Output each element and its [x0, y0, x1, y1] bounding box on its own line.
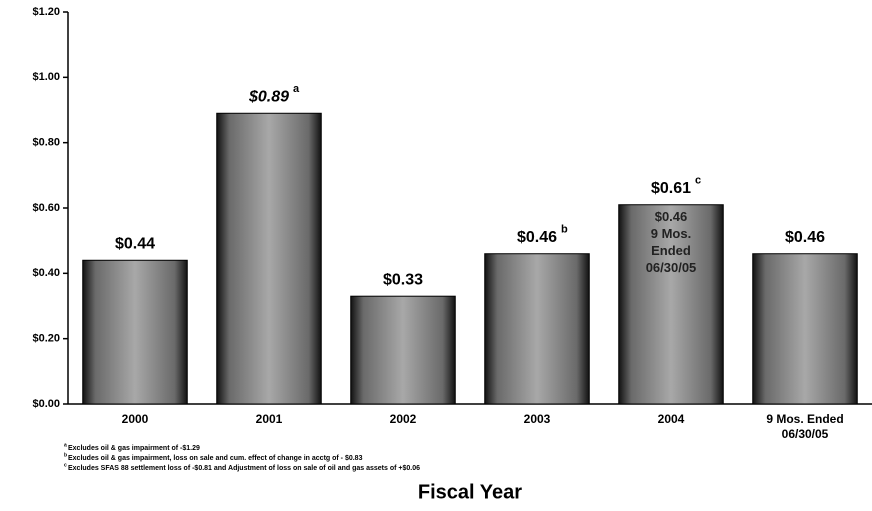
x-tick-label: 2002 [389, 412, 417, 426]
data-label: $0.89 [248, 88, 289, 105]
data-label-superscript: c [695, 175, 701, 187]
y-tick-label: $0.20 [32, 333, 60, 345]
data-label: $0.44 [115, 235, 155, 252]
footnote-marker: a [64, 442, 67, 448]
footnote: Excludes SFAS 88 settlement loss of -$0.… [68, 465, 420, 472]
data-label: $0.46 [785, 229, 825, 246]
x-tick-label-box: 9 Mos. Ended 06/30/05 [766, 412, 844, 441]
data-label: $0.33 [383, 271, 423, 288]
y-tick-label: $1.00 [32, 71, 60, 83]
x-tick-label: 2000 [121, 412, 149, 426]
bar [82, 259, 188, 405]
x-tick-label-box: 2000 [121, 412, 149, 426]
data-label: $0.46 [517, 229, 557, 246]
x-tick-label-box: 2001 [255, 412, 283, 426]
inset-label: $0.46 [655, 209, 688, 224]
inset-label: Ended [651, 243, 691, 258]
data-label: $0.61 [651, 180, 691, 197]
footnote: Excludes oil & gas impairment of -$1.29 [68, 445, 200, 452]
data-label-superscript: b [561, 224, 568, 236]
y-tick-label: $1.20 [32, 6, 60, 18]
x-tick-label: 9 Mos. Ended 06/30/05 [766, 412, 844, 441]
x-tick-label-box: 2003 [523, 412, 551, 426]
bar [618, 204, 724, 405]
bar [350, 295, 456, 405]
y-tick-label: $0.00 [32, 398, 60, 410]
x-tick-label: 2003 [523, 412, 551, 426]
inset-label: 9 Mos. [651, 226, 691, 241]
x-tick-label: 2004 [657, 412, 685, 426]
y-tick-label: $0.40 [32, 267, 60, 279]
bar [484, 253, 590, 405]
footnote-marker: c [64, 462, 67, 468]
x-tick-label-box: 2004 [657, 412, 685, 426]
y-tick-label: $0.80 [32, 137, 60, 149]
inset-label: 06/30/05 [646, 260, 697, 275]
x-axis-title: Fiscal Year [418, 481, 522, 503]
footnote: Excludes oil & gas impairment, loss on s… [68, 455, 363, 462]
footnote-marker: b [64, 452, 67, 458]
bar [752, 253, 858, 405]
bar [216, 112, 322, 405]
x-tick-label-box: 2002 [389, 412, 417, 426]
data-label-superscript: a [293, 83, 300, 95]
y-tick-label: $0.60 [32, 202, 60, 214]
x-tick-label: 2001 [255, 412, 283, 426]
